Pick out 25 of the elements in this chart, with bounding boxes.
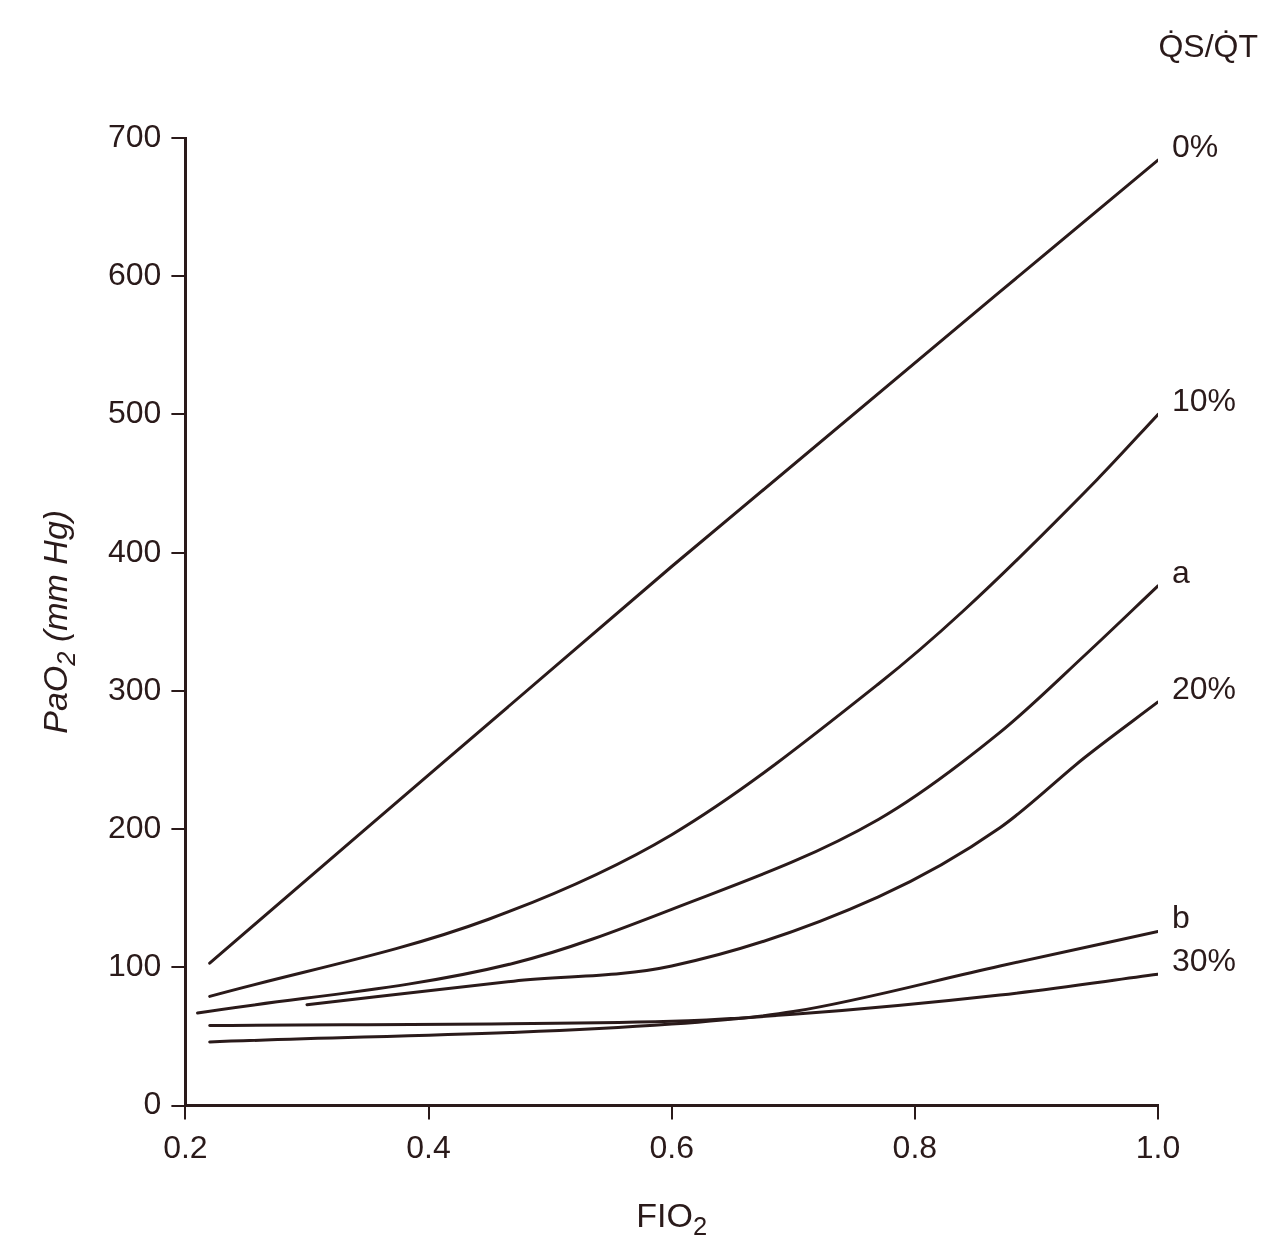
line-series [208,929,1158,1044]
y-tick-label: 400 [108,532,162,569]
y-axis-title: PaO2 (mm Hg) [36,509,81,734]
series-label: 30% [1172,942,1237,979]
y-tick-label: 600 [108,256,162,293]
x-tick-label: 0.8 [892,1128,938,1165]
series-label: b [1172,899,1190,936]
series-label: 10% [1172,382,1237,419]
y-tick-label: 200 [108,808,162,845]
line-series [208,412,1158,998]
series-label: 20% [1172,669,1237,706]
x-tick-label: 0.4 [406,1128,451,1165]
y-tick-label: 700 [108,117,162,154]
line-series [196,584,1158,1015]
y-tick-label: 100 [108,947,162,984]
legend-title: Q̇S/Q̇T [1158,27,1258,64]
line-series [305,700,1158,1007]
x-tick-label: 0.2 [163,1128,208,1165]
series-label: 0% [1172,127,1219,164]
series-label: a [1172,553,1190,590]
y-tick-label: 0 [143,1085,162,1122]
x-tick-label: 1.0 [1135,1128,1181,1165]
y-tick-label: 500 [108,394,162,431]
x-tick-label: 0.6 [649,1128,694,1165]
y-tick-label: 300 [108,670,162,707]
